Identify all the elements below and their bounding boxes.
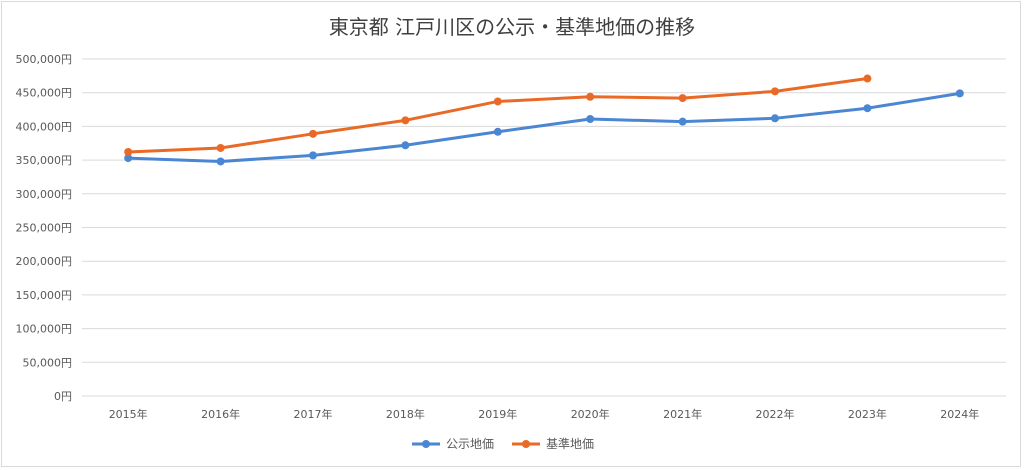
y-tick-label: 350,000円 — [16, 154, 73, 167]
y-tick-label: 100,000円 — [16, 323, 73, 336]
data-point — [401, 141, 410, 150]
data-point — [216, 143, 225, 152]
y-tick-label: 50,000円 — [23, 356, 73, 369]
x-tick-label: 2018年 — [386, 407, 425, 421]
series-2 — [124, 74, 872, 157]
legend-label: 基準地価 — [546, 436, 594, 451]
series-line — [126, 77, 869, 154]
y-tick-label: 150,000円 — [16, 289, 73, 302]
y-tick-label: 400,000円 — [16, 120, 73, 133]
y-tick-label: 300,000円 — [16, 188, 73, 201]
y-tick-label: 250,000円 — [16, 222, 73, 235]
data-point — [771, 114, 779, 123]
y-tick-label: 500,000円 — [16, 53, 73, 66]
chart-title: 東京都 江戸川区の公示・基準地価の推移 — [329, 15, 695, 39]
series-1 — [124, 89, 964, 166]
data-point — [863, 104, 872, 113]
data-point — [771, 87, 779, 96]
data-point — [493, 127, 502, 136]
series-lines — [124, 74, 964, 166]
y-axis-tick-labels: 0円 50,000円 100,000円 150,000円 200,000円 250,000… — [16, 53, 73, 403]
x-tick-label: 2020年 — [571, 407, 610, 421]
x-tick-label: 2019年 — [478, 407, 517, 421]
legend: 公示地価 基準地価 — [412, 436, 594, 451]
data-point — [493, 97, 502, 106]
legend-marker — [422, 440, 430, 448]
data-point — [863, 74, 872, 83]
data-point — [586, 114, 595, 123]
y-tick-label: 0円 — [54, 390, 72, 403]
x-tick-label: 2021年 — [663, 407, 702, 421]
series-line — [126, 91, 962, 163]
x-axis-tick-labels: 2015年 2016年 2017年 2018年 2019年 2020年 2021年 2022年… — [109, 407, 980, 421]
data-point — [401, 116, 410, 125]
y-tick-label: 450,000円 — [16, 87, 73, 100]
data-point — [678, 94, 687, 103]
x-tick-label: 2022年 — [756, 407, 795, 421]
data-point — [586, 92, 595, 101]
y-tick-label: 200,000円 — [16, 255, 73, 268]
legend-label: 公示地価 — [446, 437, 494, 451]
x-tick-label: 2016年 — [201, 407, 240, 421]
data-point — [955, 89, 964, 98]
data-point — [124, 148, 133, 157]
data-point — [309, 129, 317, 138]
legend-item: 公示地価 — [412, 437, 494, 451]
x-tick-label: 2024年 — [940, 407, 979, 421]
x-tick-label: 2017年 — [294, 407, 333, 421]
data-point — [678, 117, 687, 126]
legend-marker — [522, 440, 530, 448]
legend-item: 基準地価 — [512, 436, 594, 451]
x-tick-label: 2015年 — [109, 407, 148, 421]
data-point — [309, 151, 317, 160]
x-tick-label: 2023年 — [848, 407, 887, 421]
data-point — [124, 154, 133, 163]
data-point — [216, 157, 225, 166]
